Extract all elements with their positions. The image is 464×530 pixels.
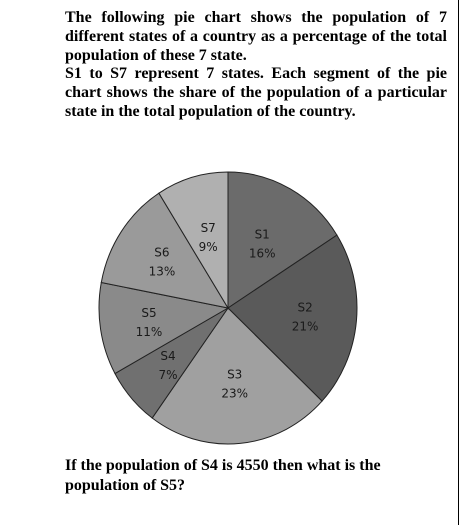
slice-name-label-s5: S5 [141,306,156,320]
pie-slice-s1 [227,171,338,309]
slice-name-label-s2: S2 [297,301,312,315]
slice-name-label-s4: S4 [160,349,175,363]
pie-slices [98,171,358,445]
slice-value-label-s3: 23% [221,387,248,401]
pie-slice-s7 [158,171,229,310]
question-intro: The following pie chart shows the popula… [65,9,447,122]
pie-slice-s6 [100,192,230,309]
slice-value-label-s4: 7% [158,368,177,382]
question-ask: If the population of S4 is 4550 then wha… [65,457,381,494]
slice-name-label-s3: S3 [227,368,242,382]
slice-value-label-s6: 13% [149,265,176,279]
slice-value-label-s2: 21% [292,320,319,334]
slice-name-label-s7: S7 [201,221,216,235]
slice-value-label-s1: 16% [249,247,276,261]
question-intro-line-1: The following pie chart shows the popula… [65,9,447,64]
slice-name-label-s6: S6 [154,246,169,260]
slice-value-label-s7: 9% [199,240,218,254]
slice-name-label-s1: S1 [255,228,270,242]
pie-slice-s5 [98,281,230,375]
pie-slice-s2 [227,234,358,402]
pie-slice-s3 [151,307,323,445]
right-border-line [458,0,459,525]
pie-labels: S1 16% S2 21% S3 23% S4 7% S5 11% S6 13% S7 9% [136,221,319,400]
slice-value-label-s5: 11% [136,325,163,339]
question-intro-line-2: S1 to S7 represent 7 states. Each segmen… [65,65,447,120]
